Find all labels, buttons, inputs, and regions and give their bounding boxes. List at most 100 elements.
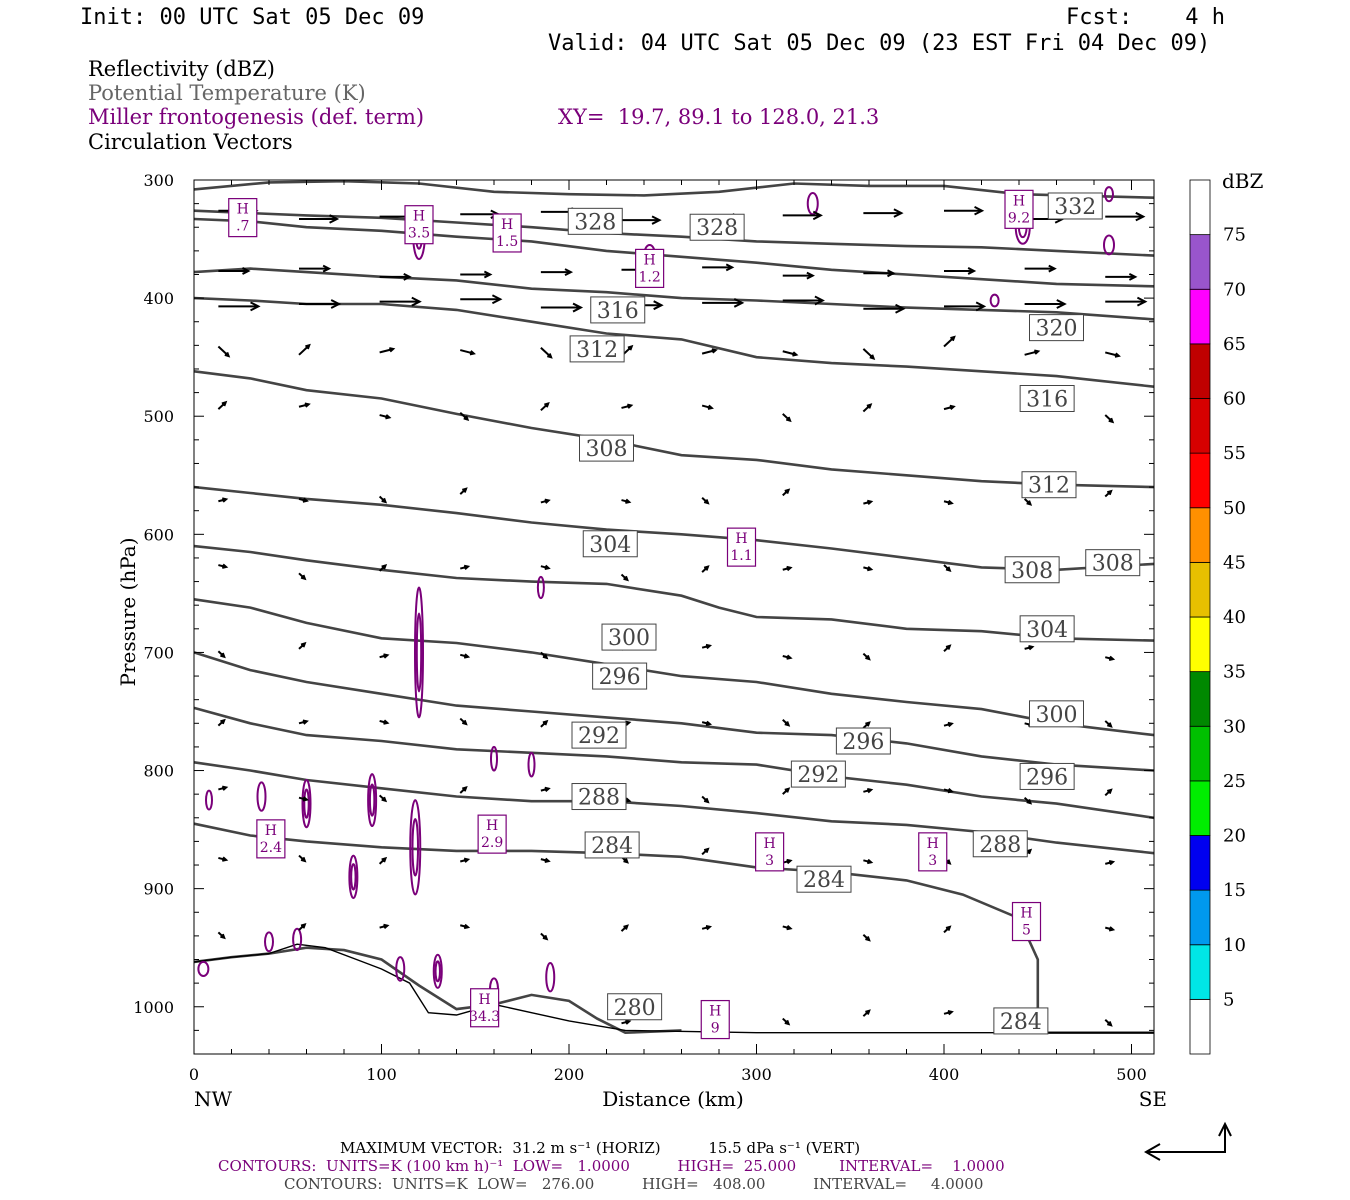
circulation-vector [621, 1020, 630, 1025]
fronto-contour [545, 962, 556, 993]
fronto-max-value: 1.1 [730, 548, 752, 564]
circulation-vector [459, 487, 467, 495]
circulation-vector [701, 795, 709, 803]
x-tick-label: 300 [741, 1065, 772, 1084]
circulation-vector-head [381, 796, 388, 803]
theta-label: 288 [979, 833, 1021, 858]
circulation-vector [863, 500, 872, 505]
circulation-vector-head [461, 786, 468, 792]
field-label-reflectivity: Reflectivity (dBZ) [88, 57, 276, 81]
theta-contour-324 [193, 217, 1155, 288]
circulation-vector [378, 564, 387, 572]
theta-contour-296 [193, 651, 1155, 772]
maximum-vector-note: MAXIMUM VECTOR: 31.2 m s⁻¹ (HORIZ) 15.5 … [340, 1139, 861, 1157]
theta-label: 284 [591, 834, 633, 859]
circulation-vector-head [786, 654, 793, 660]
fronto-max-box [635, 248, 665, 288]
circulation-vector [540, 858, 549, 863]
colorbar-swatch [1189, 835, 1211, 891]
theta-label: 300 [1036, 703, 1078, 728]
circulation-vector-head [461, 719, 468, 726]
circulation-vector [460, 349, 475, 355]
circulation-vector [217, 401, 227, 410]
theta-label: 292 [797, 763, 839, 788]
circulation-vector [379, 719, 388, 724]
circulation-vector-head [1106, 788, 1113, 794]
theta-label: 300 [608, 626, 650, 651]
colorbar-level-label: 45 [1223, 552, 1246, 573]
circulation-vector-head [967, 267, 977, 275]
circulation-vector [540, 402, 549, 412]
circulation-vector-head [1108, 567, 1116, 573]
theta-label-box [1019, 385, 1075, 412]
colorbar-level-label: 20 [1223, 826, 1246, 847]
circulation-vector [379, 414, 390, 419]
circulation-vector-head [705, 924, 713, 931]
circulation-vector [540, 720, 548, 728]
theta-label-box [1019, 615, 1075, 643]
circulation-vectors [217, 206, 1148, 1027]
circulation-vector [1024, 722, 1033, 727]
fronto-contour [350, 863, 357, 891]
fronto-contour [432, 953, 443, 989]
circulation-vector [217, 650, 225, 658]
circulation-vector [621, 797, 630, 802]
circulation-vector [379, 654, 388, 659]
circulation-vector-head [725, 263, 735, 272]
circulation-vector [1023, 796, 1032, 804]
theta-contour-328 [193, 209, 1155, 257]
circulation-vector [1104, 720, 1112, 728]
circulation-vector [378, 495, 387, 503]
fronto-contour [414, 586, 424, 719]
circulation-vector [621, 499, 630, 504]
circulation-vector-head [703, 565, 710, 571]
circulation-vector [218, 498, 227, 503]
circulation-vector [620, 345, 633, 357]
circulation-vector-head [784, 1019, 791, 1026]
circulation-vector [460, 858, 469, 863]
colorbar-swatch [1189, 944, 1211, 1000]
circulation-vector-head [947, 1010, 954, 1016]
colorbar-level-label: 60 [1223, 389, 1246, 410]
circulation-vector [782, 489, 790, 497]
x-axis-label: Distance (km) [602, 1087, 744, 1111]
circulation-vector [943, 722, 952, 727]
circulation-vector [863, 566, 872, 571]
theta-label-box [579, 434, 634, 462]
theta-label: 304 [1026, 618, 1068, 643]
fronto-max-label: H [927, 836, 939, 852]
circulation-vector-head [1136, 296, 1148, 307]
y-tick-label: 1000 [133, 998, 174, 1017]
theta-label: 312 [1028, 474, 1070, 499]
terrain-line [193, 943, 1154, 1034]
theta-label: 316 [1026, 388, 1068, 413]
circulation-vector [298, 497, 307, 502]
circulation-vector-head [542, 934, 549, 941]
circulation-vector-head [242, 267, 251, 275]
colorbar-swatch [1189, 671, 1211, 727]
circulation-vector [782, 655, 791, 659]
circulation-vector-head [867, 787, 874, 794]
circulation-vector-head [786, 565, 793, 572]
theta-label: 284 [803, 868, 845, 893]
circulation-vector-head [1106, 1021, 1113, 1027]
circulation-vector-head [1034, 349, 1041, 355]
circulation-vector [378, 857, 387, 865]
circulation-vector-head [1108, 417, 1115, 424]
circulation-vector-head [975, 301, 987, 312]
y-axis-label: Pressure (hPa) [116, 538, 140, 687]
fronto-max-value: 3.5 [408, 226, 430, 242]
circulation-vector-head [300, 574, 307, 581]
circulation-vector [298, 854, 306, 862]
circulation-vector-head [625, 720, 632, 726]
circulation-vector [218, 856, 227, 861]
fronto-contour [256, 781, 267, 812]
circulation-vector-head [544, 857, 551, 863]
circulation-vector [862, 721, 870, 729]
circulation-vector-head [784, 721, 791, 727]
theta-contours [193, 179, 1155, 1035]
circulation-vector-head [895, 303, 906, 314]
colorbar-swatch [1189, 507, 1211, 563]
circulation-vector-head [865, 721, 871, 727]
